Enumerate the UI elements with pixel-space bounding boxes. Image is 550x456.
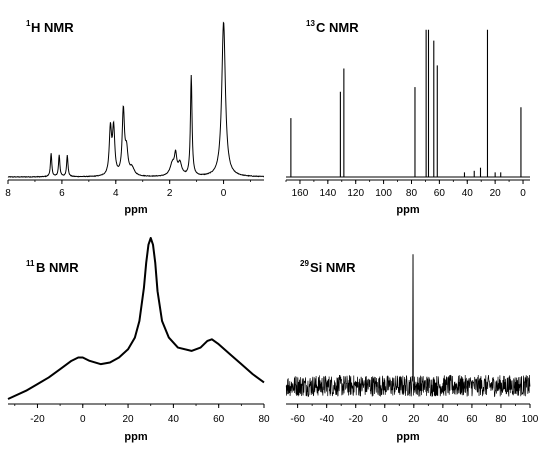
x-tick-label: 160: [292, 188, 309, 199]
panel-bottom-left: -20 0 20 40 60 80 ppm 11 B NMR: [7, 237, 270, 443]
x-tick-label: 60: [213, 414, 225, 425]
x-tick-label: 40: [168, 414, 180, 425]
x-tick-label: 40: [462, 188, 474, 199]
panel-top-right: 160 140 120 100 80 60 40 20 0 ppm 13 C NMR: [285, 19, 530, 216]
x-tick-label: 80: [495, 414, 507, 425]
x-tick-label: 100: [375, 188, 392, 199]
panel-top-left: 8 6 4 2 0 ppm 1 H NMR: [5, 19, 265, 216]
x-tick-label: 0: [221, 188, 227, 199]
x-axis-label: ppm: [396, 431, 419, 443]
x-tick-label: 0: [80, 414, 86, 425]
panel-title-isotope: 29: [300, 259, 309, 268]
x-tick-label: 60: [434, 188, 446, 199]
x-tick-label: -40: [319, 414, 334, 425]
x-tick-label: 0: [382, 414, 388, 425]
x-tick-label: 140: [319, 188, 336, 199]
x-tick-label: 60: [466, 414, 478, 425]
panel-title-isotope: 11: [26, 259, 35, 268]
x-tick-label: 4: [113, 188, 119, 199]
x-tick-label: 80: [258, 414, 270, 425]
spectrum-line: [7, 237, 265, 400]
x-tick-label: 6: [59, 188, 65, 199]
x-tick-label: -60: [290, 414, 305, 425]
x-tick-label: -20: [30, 414, 45, 425]
x-tick-label: -20: [348, 414, 363, 425]
x-axis-label: ppm: [124, 431, 147, 443]
x-tick-label: 80: [406, 188, 418, 199]
x-tick-label: 2: [167, 188, 173, 199]
x-tick-label: 120: [347, 188, 364, 199]
x-tick-label: 40: [437, 414, 449, 425]
panel-title-isotope: 13: [306, 19, 315, 28]
x-tick-label: 20: [408, 414, 420, 425]
x-tick-label: 8: [5, 188, 11, 199]
x-tick-label: 0: [520, 188, 526, 199]
x-tick-label: 20: [123, 414, 135, 425]
panel-title: C NMR: [316, 20, 359, 35]
x-tick-label: 20: [490, 188, 502, 199]
spectrum-line: [7, 21, 265, 178]
spectrum-line: [285, 254, 531, 398]
panel-bottom-right: -60 -40 -20 0 20 40 60 80 100 ppm 29 Si NMR: [285, 254, 539, 443]
x-axis-label: ppm: [124, 204, 147, 216]
panel-title: B NMR: [36, 260, 79, 275]
panel-title: Si NMR: [310, 260, 356, 275]
panel-title: H NMR: [31, 20, 74, 35]
x-axis-label: ppm: [396, 204, 419, 216]
panel-title-isotope: 1: [26, 19, 31, 28]
x-tick-label: 100: [522, 414, 539, 425]
